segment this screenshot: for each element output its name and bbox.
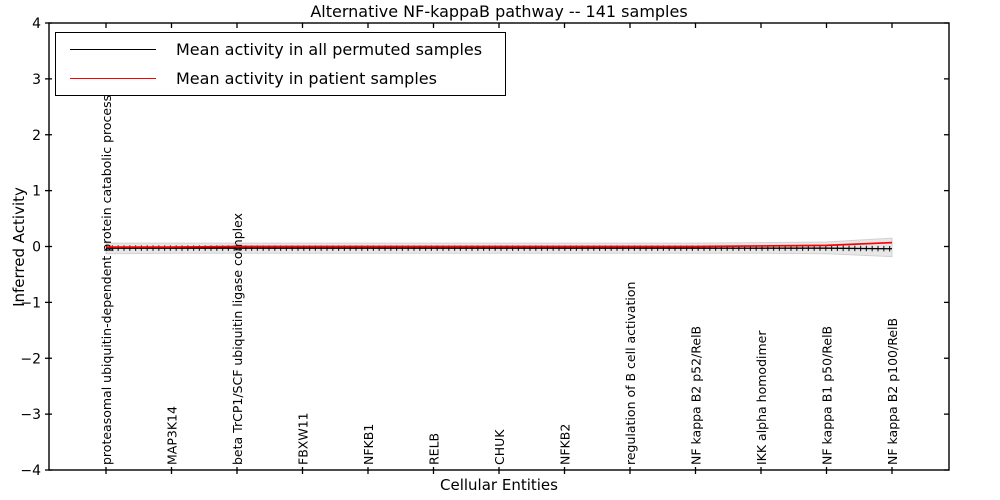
series-line-0 [106,247,893,250]
x-tick-label: NF kappa B1 p50/RelB [820,326,835,465]
legend-line-red [70,78,156,79]
legend-label-permuted: Mean activity in all permuted samples [176,40,483,59]
y-tick-label: −1 [20,295,41,311]
legend-label-patient: Mean activity in patient samples [176,69,437,88]
y-tick-label: 0 [32,240,41,256]
y-tick-label: 2 [32,128,41,144]
series-line-1 [106,241,893,248]
x-tick-label: NFKB2 [558,424,573,465]
legend-item-patient: Mean activity in patient samples [70,66,505,92]
y-tick-label: 4 [32,16,41,32]
y-tick-label: −3 [20,407,41,423]
x-tick-label: RELB [427,433,442,465]
x-tick-label: FBXW11 [296,412,311,465]
y-axis-label: Inferred Activity [10,187,28,307]
x-tick-label: IKK alpha homodimer [754,330,769,465]
x-tick-label: beta TrCP1/SCF ubiquitin ligase complex [230,213,245,465]
x-tick-label: NF kappa B2 p52/RelB [689,326,704,465]
legend-line-black [70,49,156,50]
chart-title: Alternative NF-kappaB pathway -- 141 sam… [310,2,688,21]
y-tick-label: −4 [20,463,41,479]
y-tick-label: −2 [20,351,41,367]
legend-box: Mean activity in all permuted samples Me… [55,32,506,96]
legend-item-permuted: Mean activity in all permuted samples [70,37,505,63]
x-axis-label: Cellular Entities [440,476,558,494]
x-tick-label: proteasomal ubiquitin-dependent protein … [99,95,114,465]
y-tick-label: 1 [32,184,41,200]
x-tick-label: MAP3K14 [165,406,180,465]
y-tick-label: 3 [32,72,41,88]
x-tick-label: CHUK [492,429,507,465]
x-tick-label: NF kappa B2 p100/RelB [885,318,900,465]
x-tick-label: NFKB1 [361,424,376,465]
x-tick-label: regulation of B cell activation [623,282,638,465]
